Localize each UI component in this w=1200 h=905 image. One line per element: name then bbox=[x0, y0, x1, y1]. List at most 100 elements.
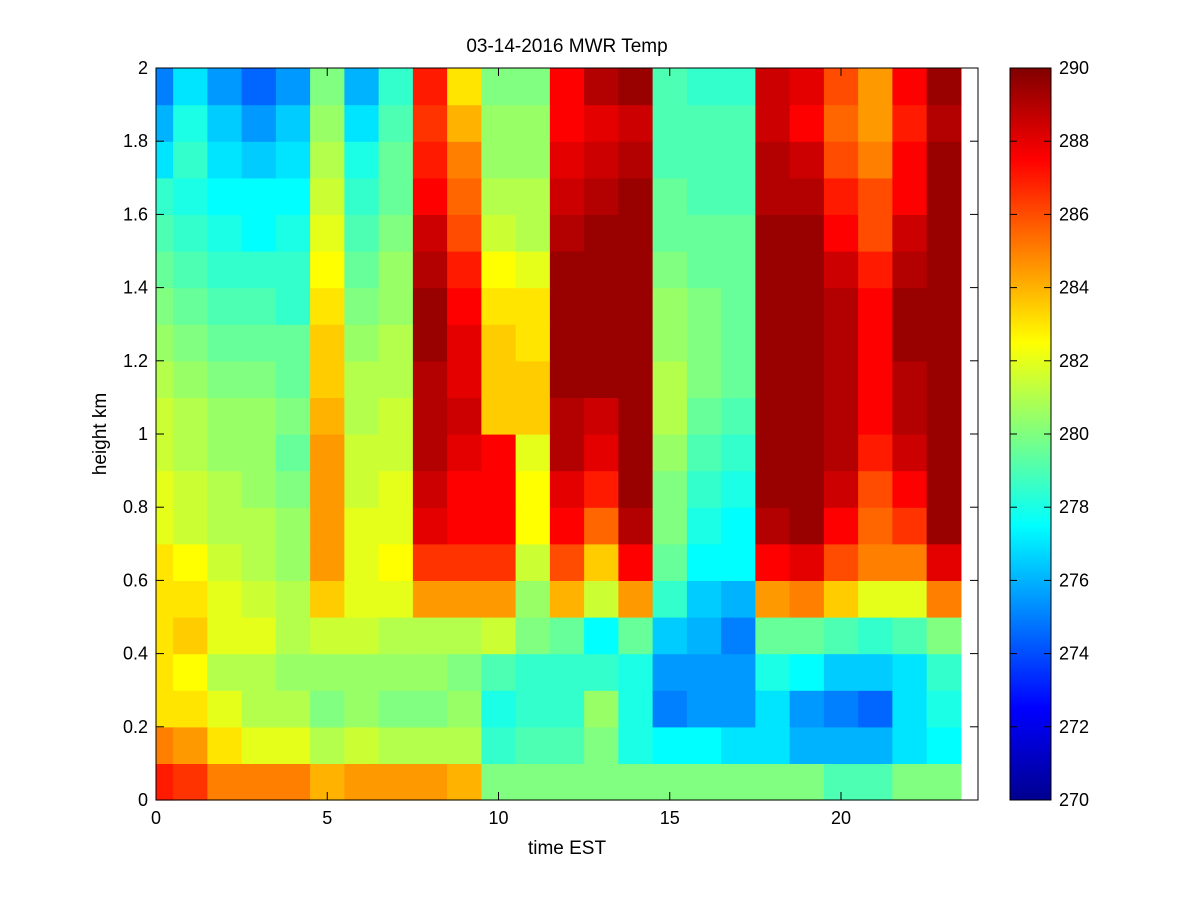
heatmap-cell bbox=[515, 360, 551, 398]
heatmap-cell bbox=[686, 287, 722, 325]
heatmap-cell bbox=[926, 507, 962, 545]
heatmap-cell bbox=[721, 360, 756, 398]
heatmap-cell bbox=[344, 580, 380, 618]
heatmap-cell bbox=[652, 434, 688, 472]
heatmap-cell bbox=[275, 653, 311, 691]
heatmap-cell bbox=[858, 397, 893, 435]
heatmap-cell bbox=[652, 141, 688, 179]
heatmap-cell bbox=[310, 507, 345, 545]
heatmap-cell bbox=[755, 141, 791, 179]
heatmap-cell bbox=[926, 617, 962, 655]
heatmap-cell bbox=[892, 251, 928, 289]
heatmap-cell bbox=[721, 507, 756, 545]
heatmap-cell bbox=[344, 287, 380, 325]
heatmap-cell bbox=[618, 543, 654, 581]
heatmap-cell bbox=[823, 104, 859, 142]
heatmap-cell bbox=[823, 543, 859, 581]
heatmap-cell bbox=[584, 580, 619, 618]
heatmap-cell bbox=[173, 104, 208, 142]
heatmap-cell bbox=[858, 690, 893, 728]
heatmap-cell bbox=[823, 726, 859, 764]
heatmap-cell bbox=[721, 470, 756, 508]
heatmap-cell bbox=[156, 287, 174, 325]
heatmap-cell bbox=[447, 251, 482, 289]
heatmap-cell bbox=[584, 617, 619, 655]
heatmap-cell bbox=[686, 104, 722, 142]
heatmap-cell bbox=[515, 507, 551, 545]
heatmap-cell bbox=[823, 141, 859, 179]
heatmap-cell bbox=[858, 177, 893, 215]
y-tick-label: 2 bbox=[138, 58, 148, 78]
heatmap-cell bbox=[344, 104, 380, 142]
y-tick-label: 0.8 bbox=[123, 497, 148, 517]
heatmap-cell bbox=[310, 324, 345, 362]
heatmap-cell bbox=[275, 543, 311, 581]
heatmap-cell bbox=[823, 360, 859, 398]
heatmap-cell bbox=[412, 141, 448, 179]
heatmap-cell bbox=[481, 287, 517, 325]
heatmap-cell bbox=[156, 543, 174, 581]
heatmap-cell bbox=[447, 360, 482, 398]
heatmap-cell bbox=[173, 726, 208, 764]
heatmap-cell bbox=[156, 324, 174, 362]
heatmap-cell bbox=[823, 580, 859, 618]
heatmap-cell bbox=[755, 507, 791, 545]
heatmap-cell bbox=[618, 104, 654, 142]
heatmap-cell bbox=[481, 177, 517, 215]
heatmap-cell bbox=[926, 214, 962, 252]
heatmap-cell bbox=[412, 177, 448, 215]
heatmap-cell bbox=[584, 690, 619, 728]
heatmap-cell bbox=[241, 763, 277, 801]
heatmap-cell bbox=[156, 434, 174, 472]
y-axis-ticks: 0 0.2 0.4 0.6 0.8 1 1.2 1.4 1.6 1.8 2 bbox=[123, 58, 978, 810]
heatmap-cell bbox=[412, 617, 448, 655]
heatmap-cell bbox=[686, 360, 722, 398]
heatmap-cell bbox=[412, 470, 448, 508]
heatmap-cell bbox=[275, 617, 311, 655]
heatmap-cell bbox=[858, 214, 893, 252]
heatmap-cell bbox=[447, 507, 482, 545]
heatmap-cell bbox=[310, 726, 345, 764]
heatmap-cell bbox=[481, 251, 517, 289]
heatmap-cell bbox=[156, 104, 174, 142]
heatmap-cell bbox=[515, 104, 551, 142]
heatmap-cell bbox=[275, 141, 311, 179]
heatmap-cell bbox=[926, 726, 962, 764]
heatmap-cell bbox=[892, 214, 928, 252]
heatmap-cell bbox=[721, 726, 756, 764]
heatmap-cell bbox=[926, 580, 962, 618]
heatmap-cell bbox=[412, 68, 448, 106]
heatmap-cell bbox=[344, 68, 380, 106]
heatmap-cell bbox=[207, 763, 243, 801]
heatmap-cell bbox=[378, 653, 414, 691]
heatmap-cell bbox=[310, 251, 345, 289]
heatmap-cell bbox=[686, 617, 722, 655]
heatmap-cell bbox=[156, 580, 174, 618]
y-tick-label: 1.8 bbox=[123, 131, 148, 151]
heatmap-cell bbox=[481, 726, 517, 764]
heatmap-cell bbox=[686, 580, 722, 618]
colorbar-tick-label: 278 bbox=[1059, 497, 1089, 517]
heatmap-cell bbox=[584, 251, 619, 289]
heatmap-cell bbox=[686, 434, 722, 472]
heatmap-cell bbox=[344, 726, 380, 764]
heatmap-cell bbox=[721, 214, 756, 252]
colorbar-tick-label: 274 bbox=[1059, 644, 1089, 664]
x-axis-ticks: 0 5 10 15 20 bbox=[151, 68, 851, 828]
heatmap-cell bbox=[823, 653, 859, 691]
heatmap-cell bbox=[892, 287, 928, 325]
heatmap-cell bbox=[584, 214, 619, 252]
heatmap-cell bbox=[618, 287, 654, 325]
heatmap-cell bbox=[755, 763, 791, 801]
heatmap-cell bbox=[156, 690, 174, 728]
heatmap-cell bbox=[549, 104, 585, 142]
heatmap-cell bbox=[515, 68, 551, 106]
heatmap-cell bbox=[173, 397, 208, 435]
heatmap-cell bbox=[173, 324, 208, 362]
heatmap-cell bbox=[858, 287, 893, 325]
heatmap-cell bbox=[549, 214, 585, 252]
heatmap-cell bbox=[207, 360, 243, 398]
heatmap-cell bbox=[823, 434, 859, 472]
heatmap-cell bbox=[652, 726, 688, 764]
heatmap-cell bbox=[173, 68, 208, 106]
